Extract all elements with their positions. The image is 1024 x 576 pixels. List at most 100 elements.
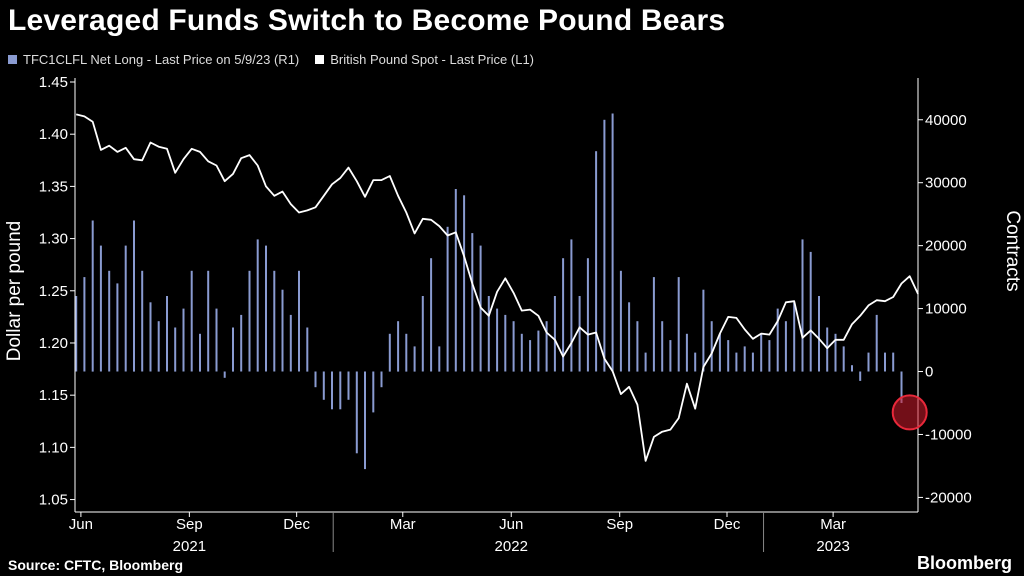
net-long-bar — [867, 352, 870, 372]
net-long-bar — [199, 333, 201, 372]
net-long-bar — [578, 296, 581, 372]
net-long-bar — [900, 371, 903, 403]
net-long-bar — [248, 270, 251, 372]
net-long-bar — [133, 220, 135, 372]
x-tick-label: Dec — [714, 516, 741, 533]
net-long-bar — [710, 321, 713, 372]
net-long-bar — [289, 314, 292, 372]
net-long-bar — [471, 233, 474, 372]
legend-swatch-bars — [8, 55, 17, 64]
net-long-bar — [512, 321, 515, 372]
net-long-bar — [842, 346, 845, 372]
net-long-bar — [669, 340, 672, 372]
bar-series — [75, 113, 903, 470]
net-long-bar — [892, 352, 895, 372]
net-long-bar — [116, 283, 119, 372]
axes: 1.05 1.10 1.15 1.20 1.25 1.30 1.35 1.40 1.45 -200… — [4, 74, 1023, 555]
pound-spot-line — [75, 113, 919, 462]
net-long-bar — [784, 321, 787, 372]
year-label: 2022 — [495, 538, 528, 555]
x-tick-label: Sep — [606, 516, 633, 533]
net-long-bar — [586, 258, 589, 372]
net-long-bar — [405, 333, 408, 372]
legend-label-net-long: TFC1CLFL Net Long - Last Price on 5/9/23… — [23, 52, 300, 67]
net-long-bar — [727, 340, 730, 372]
net-long-bar — [776, 308, 779, 372]
net-long-bar — [743, 346, 746, 372]
year-label: 2021 — [173, 538, 206, 555]
net-long-bar — [644, 352, 647, 372]
chart-title: Leveraged Funds Switch to Become Pound B… — [8, 4, 726, 37]
net-long-bar — [463, 195, 466, 372]
net-long-bar — [306, 327, 309, 372]
net-long-bar — [149, 302, 152, 372]
source-note: Source: CFTC, Bloomberg — [8, 557, 184, 573]
net-long-bar — [265, 245, 267, 372]
year-label: 2023 — [816, 538, 849, 555]
x-tick-label: Mar — [820, 516, 846, 533]
net-long-bar — [157, 321, 160, 372]
left-tick-label: 1.15 — [39, 387, 68, 404]
net-long-bar — [141, 270, 144, 372]
net-long-bar — [735, 352, 738, 372]
net-long-bar — [124, 245, 127, 372]
net-long-bar — [661, 321, 664, 372]
net-long-bar — [595, 151, 598, 372]
net-long-bar — [322, 371, 325, 400]
net-long-bar — [694, 352, 697, 372]
x-tick-label: Sep — [176, 516, 203, 533]
right-tick-label: 10000 — [925, 301, 967, 318]
net-long-bar — [273, 270, 276, 372]
net-long-bar — [562, 258, 565, 372]
net-long-bar — [83, 277, 86, 372]
net-long-bar — [421, 296, 424, 372]
net-long-bar — [884, 352, 886, 372]
legend-item-pound-spot: British Pound Spot - Last Price (L1) — [315, 52, 534, 67]
net-long-bar — [438, 346, 441, 372]
net-long-bar — [174, 327, 177, 372]
net-long-bar — [75, 296, 78, 372]
net-long-bar — [339, 371, 342, 410]
net-long-bar — [834, 333, 837, 372]
net-long-bar — [397, 321, 400, 372]
x-tick-label: Dec — [283, 516, 310, 533]
net-long-bar — [718, 333, 721, 372]
net-long-bar — [636, 321, 639, 372]
x-tick-label: Jun — [499, 516, 523, 533]
net-long-bar — [372, 371, 375, 413]
net-long-bar — [809, 251, 812, 372]
left-tick-label: 1.35 — [39, 178, 68, 195]
net-long-bar — [851, 365, 853, 372]
left-tick-label: 1.10 — [39, 439, 68, 456]
highlight-marker — [891, 394, 928, 431]
net-long-bar — [314, 371, 317, 388]
right-tick-label: 40000 — [925, 112, 967, 129]
net-long-bar — [298, 270, 300, 372]
net-long-bar — [702, 289, 705, 372]
net-long-bar — [628, 302, 631, 372]
x-tick-label: Mar — [390, 516, 416, 533]
net-long-bar — [677, 277, 680, 372]
left-tick-label: 1.25 — [39, 283, 68, 300]
net-long-bar — [793, 302, 796, 372]
right-tick-label: -20000 — [925, 489, 972, 506]
right-tick-label: 0 — [925, 364, 933, 381]
net-long-bar — [504, 314, 507, 372]
net-long-bar — [380, 371, 383, 388]
net-long-bar — [207, 270, 210, 372]
x-tick-label: Jun — [69, 516, 93, 533]
highlight-circle — [891, 394, 928, 431]
net-long-bar — [520, 333, 523, 372]
net-long-bar — [331, 371, 333, 410]
net-long-bar — [685, 333, 688, 372]
net-long-bar — [801, 239, 804, 372]
net-long-bar — [751, 352, 754, 372]
net-long-bar — [91, 220, 94, 372]
net-long-bar — [760, 333, 763, 372]
brand-logo: Bloomberg — [916, 553, 1012, 573]
net-long-bar — [355, 371, 358, 454]
net-long-bar — [859, 371, 862, 381]
legend: TFC1CLFL Net Long - Last Price on 5/9/23… — [8, 52, 534, 67]
right-tick-label: -10000 — [925, 426, 972, 443]
